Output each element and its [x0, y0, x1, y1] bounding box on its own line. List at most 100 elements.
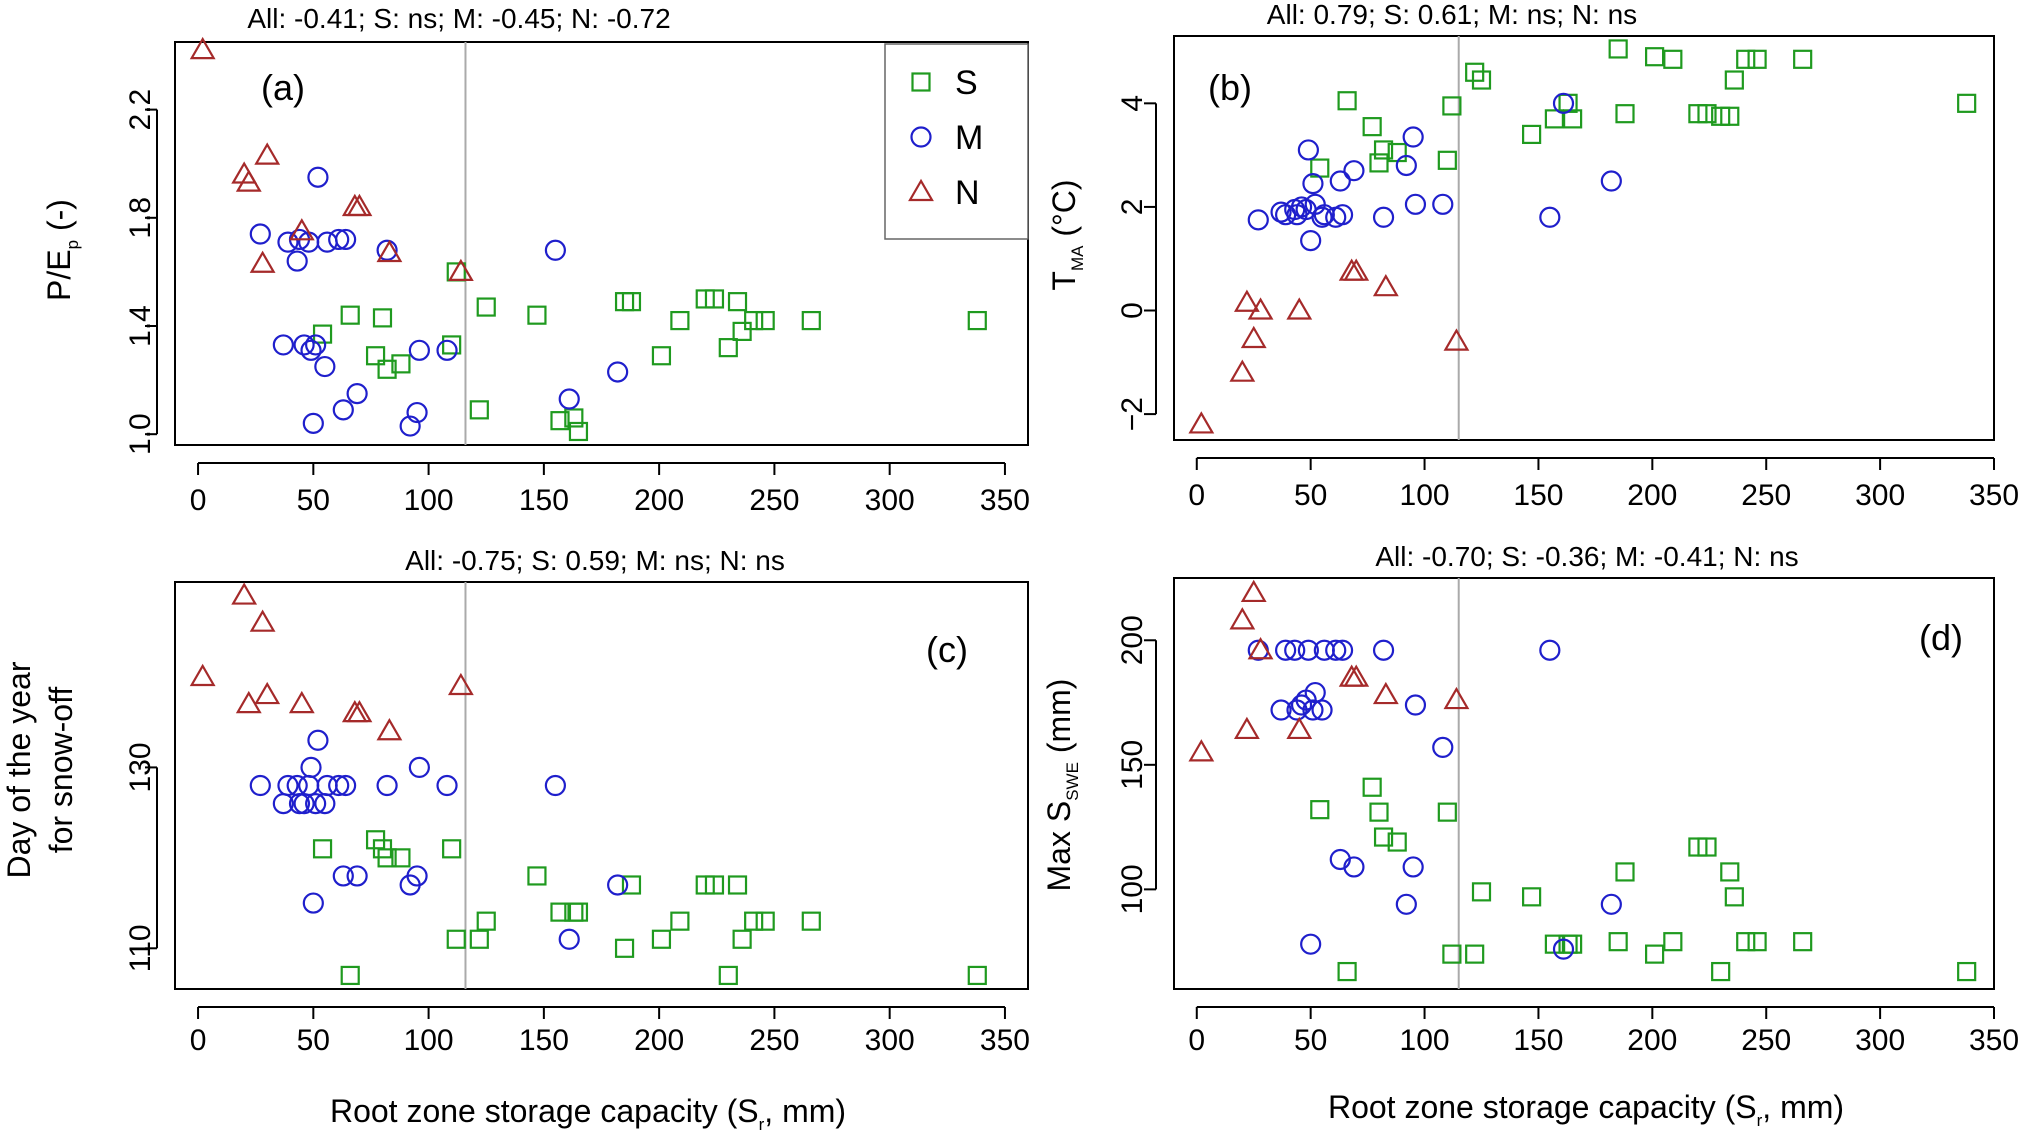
panel-a-point-S	[704, 289, 725, 309]
panel-d-x-tick-label: 200	[1627, 1024, 1677, 1057]
panel-a-point-S	[527, 305, 547, 325]
panel-a-series-M	[249, 166, 629, 437]
panel-c-point-S	[718, 965, 738, 986]
panel-c-point-M	[335, 774, 357, 797]
panel-b-point-M	[1395, 154, 1417, 177]
panel-d-point-S	[1373, 827, 1394, 847]
panel-d-point-S	[1957, 961, 1977, 982]
panel-b-point-S	[1615, 104, 1635, 124]
panel-d-point-S	[1465, 944, 1485, 964]
panel-d-point-M	[1432, 736, 1454, 758]
panel-b-point-S	[1663, 49, 1683, 69]
panel-d-point-N	[1188, 739, 1215, 762]
panel-d-point-M	[1297, 639, 1319, 661]
x-axis-label-left: Root zone storage capacity (Sr, mm)	[330, 1093, 846, 1134]
panel-a-point-S	[732, 321, 752, 342]
panel-b-y-tick-label: 2	[1116, 199, 1149, 216]
panel-c-point-S	[476, 911, 496, 931]
panel-b-point-N	[1240, 325, 1267, 349]
panel-c-series-M	[249, 729, 629, 950]
panel-a-point-S	[312, 324, 333, 344]
panel-d-point-N	[1443, 686, 1470, 710]
panel-b-point-M	[1290, 196, 1313, 218]
panel-d-point-M	[1552, 938, 1575, 960]
panel-a-point-N	[249, 250, 276, 273]
panel-b-point-S	[1373, 140, 1394, 160]
panel-c-x-tick-label: 50	[297, 1024, 330, 1057]
panel-b-point-S	[1369, 153, 1389, 173]
panel-b-point-N	[1233, 289, 1260, 312]
panel-b-point-N	[1443, 328, 1470, 351]
panel-d-point-N	[1229, 607, 1256, 630]
panel-c-x-tick-label: 250	[749, 1024, 799, 1057]
legend: SMN	[884, 43, 1029, 240]
panel-c: All: -0.75; S: 0.59; M: ns; N: ns (c) Da…	[1, 545, 1030, 1057]
panel-d-point-M	[1302, 699, 1324, 721]
panel-a-point-M	[436, 339, 458, 361]
panel-a-point-N	[346, 193, 373, 217]
panel-a-y-tick-label: 2.2	[124, 89, 157, 131]
panel-a-point-N	[254, 142, 281, 165]
panel-c-point-N	[346, 699, 373, 723]
panel-c-point-S	[340, 965, 360, 986]
panel-b-point-M	[1302, 173, 1324, 195]
panel-d-point-M	[1600, 893, 1622, 915]
panel-c-letter: (c)	[926, 629, 968, 670]
panel-c-series-S	[312, 830, 987, 986]
panel-b-x-tick-label: 50	[1294, 479, 1327, 512]
panel-c-point-M	[305, 792, 327, 815]
panel-d-y-tick-label: 200	[1116, 615, 1149, 665]
panel-a-y-label: P/Ep (-)	[41, 199, 82, 301]
legend-label-M: M	[955, 119, 983, 157]
panel-a-point-M	[399, 415, 421, 437]
panel-b-point-M	[1329, 170, 1351, 192]
panel-b-point-M	[1552, 92, 1575, 114]
panel-a-point-N	[288, 218, 315, 241]
panel-b-point-S	[1724, 70, 1744, 90]
panel-d: All: -0.70; S: -0.36; M: -0.41; N: ns (d…	[1041, 541, 2019, 1057]
panel-d-series-N	[1188, 579, 1470, 762]
panel-a-point-M	[272, 334, 294, 356]
panel-d-point-M	[1404, 694, 1427, 716]
panel-c-point-S	[755, 911, 775, 931]
panel-b-x-tick-label: 300	[1855, 479, 1905, 512]
panel-d-x-tick-label: 0	[1188, 1024, 1205, 1057]
panel-c-x-tick-label: 300	[865, 1024, 915, 1057]
panel-a-point-M	[376, 239, 398, 261]
panel-a-point-S	[967, 310, 987, 331]
panel-d-point-S	[1608, 932, 1628, 952]
panel-d-x-tick-label: 350	[1969, 1024, 2019, 1057]
panel-c-point-M	[346, 865, 368, 887]
panel-c-point-S	[446, 929, 466, 949]
panel-b-point-S	[1957, 93, 1977, 113]
panel-b-point-M	[1432, 193, 1454, 215]
panel-c-plot-frame	[174, 581, 1029, 990]
panel-c-point-S	[391, 848, 411, 868]
panel-c-point-S	[377, 848, 397, 868]
panel-b-point-S	[1720, 106, 1740, 126]
panel-a-point-M	[558, 388, 580, 410]
panel-a-point-M	[314, 355, 336, 378]
panel-d-point-M	[1270, 699, 1292, 721]
panel-d-point-S	[1310, 800, 1330, 820]
panel-a-point-S	[744, 310, 764, 331]
panel-c-y-tick-label: 110	[124, 924, 157, 972]
panel-d-point-M	[1343, 856, 1365, 878]
panel-b-point-M	[1311, 206, 1333, 228]
panel-a-point-S	[670, 310, 690, 331]
panel-b-point-S	[1522, 124, 1542, 145]
panel-d-point-S	[1471, 882, 1492, 902]
panel-a-x-tick-label: 350	[980, 484, 1030, 517]
panel-c-point-S	[801, 911, 821, 931]
panel-c-point-M	[332, 865, 354, 887]
panel-b-x-tick-label: 200	[1627, 479, 1677, 512]
legend-marker-N	[908, 178, 934, 202]
legend-marker-M	[910, 126, 932, 148]
panel-b-point-N	[1247, 297, 1274, 320]
panel-c-point-M	[558, 928, 580, 950]
panel-a-point-M	[544, 239, 566, 261]
panel-a-point-M	[346, 383, 368, 405]
panel-c-point-S	[442, 839, 462, 859]
panel-c-point-S	[312, 839, 333, 859]
